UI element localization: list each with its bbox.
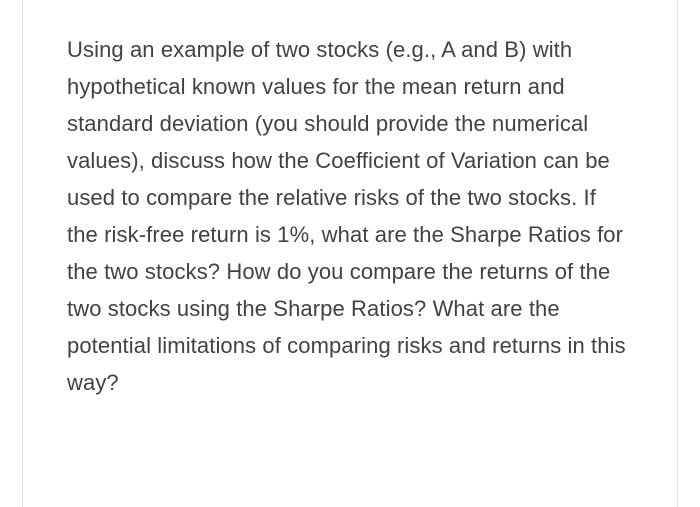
question-card: Using an example of two stocks (e.g., A … [22, 0, 678, 507]
page-container: Using an example of two stocks (e.g., A … [0, 0, 700, 507]
question-body-text: Using an example of two stocks (e.g., A … [67, 32, 633, 402]
